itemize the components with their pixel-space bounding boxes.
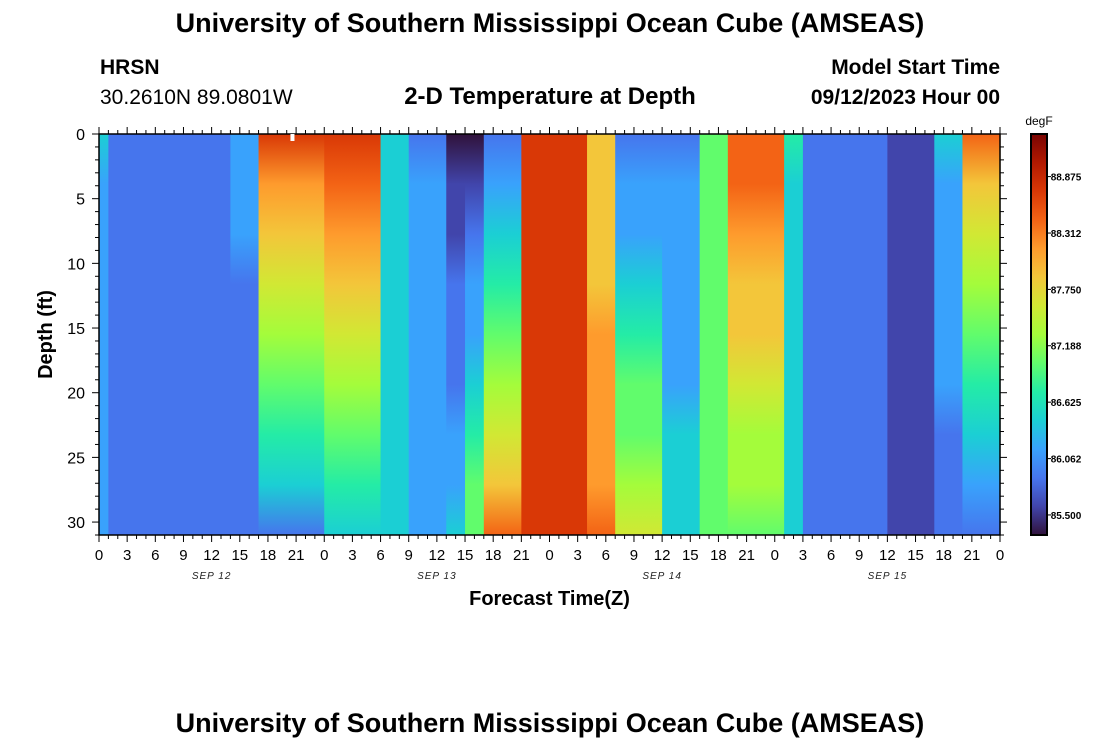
x-tick-label: 0 <box>320 547 328 564</box>
y-tick-label: 5 <box>76 192 85 209</box>
station-coords: 30.2610N 89.0801W <box>100 86 293 109</box>
colorbar-tick-label: 88.875 <box>1051 173 1082 184</box>
heatmap-band <box>962 134 1001 535</box>
station-name: HRSN <box>100 56 160 79</box>
x-tick-label: 12 <box>654 547 671 564</box>
x-tick-label: 18 <box>485 547 502 564</box>
x-tick-label: 21 <box>513 547 530 564</box>
x-tick-label: 3 <box>799 547 807 564</box>
x-tick-label: 15 <box>231 547 248 564</box>
heatmap-band <box>662 134 701 535</box>
heatmap-band <box>99 134 109 535</box>
x-tick-label: 21 <box>738 547 755 564</box>
colorbar-tick-label: 85.500 <box>1051 511 1082 522</box>
time-marker <box>290 134 295 141</box>
x-tick-label: 9 <box>405 547 413 564</box>
x-tick-label: 21 <box>288 547 305 564</box>
colorbar-tick-label: 87.750 <box>1051 285 1082 296</box>
heatmap-band <box>615 134 663 535</box>
x-tick-label: 6 <box>602 547 610 564</box>
x-tick-label: 3 <box>573 547 581 564</box>
heatmap-band <box>699 134 729 535</box>
y-axis-label: Depth (ft) <box>35 290 57 379</box>
x-tick-label: 18 <box>710 547 727 564</box>
model-start-value: 09/12/2023 Hour 00 <box>810 86 1000 109</box>
x-tick-label: 9 <box>179 547 187 564</box>
y-tick-label: 20 <box>67 386 85 403</box>
y-tick-label: 0 <box>76 127 85 144</box>
date-label: SEP 15 <box>868 571 908 582</box>
colorbar-tick-label: 86.625 <box>1051 398 1082 409</box>
heatmap-band <box>108 134 128 535</box>
x-tick-label: 18 <box>260 547 277 564</box>
x-tick-label: 3 <box>123 547 131 564</box>
x-tick-label: 15 <box>457 547 474 564</box>
footer-title: University of Southern Mississippi Ocean… <box>175 708 925 738</box>
y-tick-label: 15 <box>67 321 85 338</box>
date-label: SEP 14 <box>642 571 682 582</box>
heatmap-band <box>127 134 194 535</box>
heatmap-band <box>483 134 522 535</box>
y-tick-label: 10 <box>67 256 85 273</box>
x-axis-label: Forecast Time(Z) <box>469 588 630 610</box>
heatmap-band <box>558 134 588 535</box>
colorbar-tick-label: 88.312 <box>1051 229 1082 240</box>
colorbar-tick-label: 87.188 <box>1051 342 1082 353</box>
x-tick-label: 15 <box>682 547 699 564</box>
heatmap-band <box>446 134 466 535</box>
y-tick-label: 25 <box>67 450 85 467</box>
heatmap-band <box>887 134 935 535</box>
x-tick-label: 6 <box>376 547 384 564</box>
heatmap-band <box>192 134 231 535</box>
x-tick-label: 6 <box>151 547 159 564</box>
heatmap-chart: 0 3 6 9 12 15 18 21 0 3 6 9 12 15 18 21 0 3 6 9 12 15 18 21 0 3 6 9… <box>35 114 1082 610</box>
date-label: SEP 12 <box>192 571 232 582</box>
plot-title: 2-D Temperature at Depth <box>404 83 696 110</box>
x-tick-label: 21 <box>964 547 981 564</box>
heatmap-band <box>380 134 410 535</box>
heatmap-band <box>784 134 804 535</box>
heatmap-band <box>727 134 785 535</box>
colorbar-tick-label: 86.062 <box>1051 455 1082 466</box>
heatmap-band <box>934 134 964 535</box>
date-label: SEP 13 <box>417 571 457 582</box>
x-tick-label: 15 <box>907 547 924 564</box>
heatmap-band <box>324 134 382 535</box>
x-tick-label: 6 <box>827 547 835 564</box>
chart-title: University of Southern Mississippi Ocean… <box>175 8 925 38</box>
y-tick-label: 30 <box>67 515 85 532</box>
model-start-label: Model Start Time <box>831 56 1000 79</box>
heatmap-band <box>802 134 823 535</box>
heatmap-band <box>587 134 616 535</box>
colorbar <box>1030 133 1048 536</box>
x-tick-label: 18 <box>935 547 952 564</box>
x-tick-label: 12 <box>429 547 446 564</box>
x-tick-label: 9 <box>855 547 863 564</box>
heatmap-band <box>408 134 447 535</box>
x-tick-label: 0 <box>996 547 1004 564</box>
heatmap-band <box>821 134 888 535</box>
x-tick-label: 9 <box>630 547 638 564</box>
x-tick-label: 0 <box>545 547 553 564</box>
heatmap-band <box>258 134 325 535</box>
heatmap-band <box>521 134 560 535</box>
x-tick-label: 3 <box>348 547 356 564</box>
heatmap-band <box>230 134 260 535</box>
x-tick-label: 12 <box>879 547 896 564</box>
x-tick-label: 0 <box>95 547 103 564</box>
colorbar-units: degF <box>1025 114 1052 128</box>
x-tick-label: 12 <box>203 547 220 564</box>
x-tick-label: 0 <box>771 547 779 564</box>
heatmap-band <box>465 134 485 535</box>
